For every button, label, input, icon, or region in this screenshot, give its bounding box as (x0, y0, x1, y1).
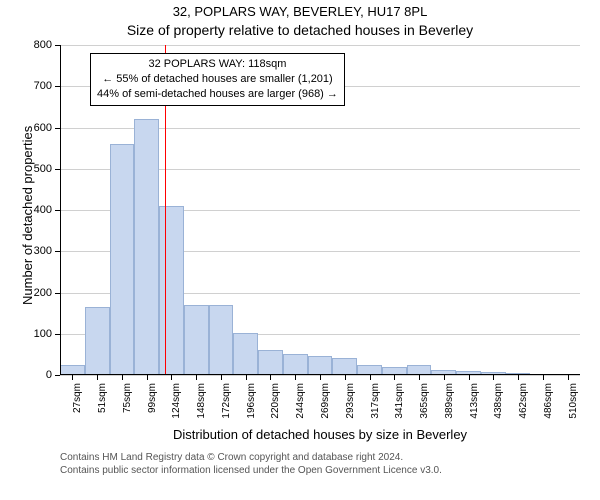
x-tick-mark (270, 375, 271, 380)
y-tick-mark (55, 128, 60, 129)
x-tick-label: 124sqm (171, 383, 182, 443)
x-tick-label: 269sqm (320, 383, 331, 443)
x-tick-label: 220sqm (270, 383, 281, 443)
y-tick-label: 300 (22, 245, 52, 257)
x-tick-label: 510sqm (568, 383, 579, 443)
y-tick-mark (55, 251, 60, 252)
x-tick-label: 486sqm (543, 383, 554, 443)
x-tick-mark (419, 375, 420, 380)
x-tick-mark (122, 375, 123, 380)
histogram-bar (184, 305, 209, 375)
y-tick-label: 500 (22, 163, 52, 175)
histogram-bar (159, 206, 184, 375)
x-tick-label: 389sqm (444, 383, 455, 443)
x-tick-label: 438sqm (493, 383, 504, 443)
x-tick-mark (518, 375, 519, 380)
axis-line (60, 45, 61, 375)
y-tick-mark (55, 375, 60, 376)
chart-container: 32, POPLARS WAY, BEVERLEY, HU17 8PL Size… (0, 0, 600, 500)
x-tick-mark (394, 375, 395, 380)
y-tick-mark (55, 45, 60, 46)
histogram-bar (308, 356, 333, 375)
attribution: Contains HM Land Registry data © Crown c… (60, 451, 442, 477)
x-tick-mark (320, 375, 321, 380)
y-tick-label: 600 (22, 122, 52, 134)
x-tick-label: 365sqm (419, 383, 430, 443)
x-tick-mark (196, 375, 197, 380)
y-tick-mark (55, 293, 60, 294)
histogram-bar (209, 305, 234, 375)
x-tick-label: 148sqm (196, 383, 207, 443)
x-tick-label: 51sqm (97, 383, 108, 443)
x-tick-mark (469, 375, 470, 380)
y-tick-label: 700 (22, 80, 52, 92)
y-tick-label: 0 (22, 369, 52, 381)
x-tick-mark (444, 375, 445, 380)
x-tick-mark (543, 375, 544, 380)
attribution-line-2: Contains public sector information licen… (60, 464, 442, 477)
grid-line (60, 45, 580, 46)
y-tick-mark (55, 86, 60, 87)
x-tick-label: 317sqm (370, 383, 381, 443)
y-tick-label: 800 (22, 39, 52, 51)
y-tick-label: 200 (22, 287, 52, 299)
callout-line-1: 32 POPLARS WAY: 118sqm (97, 57, 338, 72)
attribution-line-1: Contains HM Land Registry data © Crown c… (60, 451, 442, 464)
histogram-bar (283, 354, 308, 375)
histogram-bar (258, 350, 283, 375)
x-tick-label: 413sqm (469, 383, 480, 443)
x-tick-label: 196sqm (246, 383, 257, 443)
y-tick-label: 100 (22, 328, 52, 340)
x-tick-mark (97, 375, 98, 380)
x-tick-label: 293sqm (345, 383, 356, 443)
histogram-bar (85, 307, 110, 375)
x-tick-mark (221, 375, 222, 380)
histogram-bar (233, 333, 258, 375)
x-tick-label: 75sqm (122, 383, 133, 443)
x-tick-mark (72, 375, 73, 380)
y-tick-mark (55, 334, 60, 335)
x-tick-mark (493, 375, 494, 380)
chart-subtitle: Size of property relative to detached ho… (0, 22, 600, 38)
callout-box: 32 POPLARS WAY: 118sqm ← 55% of detached… (90, 53, 345, 106)
callout-line-2: ← 55% of detached houses are smaller (1,… (97, 72, 338, 87)
x-tick-mark (295, 375, 296, 380)
x-tick-label: 172sqm (221, 383, 232, 443)
x-tick-label: 99sqm (147, 383, 158, 443)
histogram-bar (332, 358, 357, 375)
x-tick-mark (246, 375, 247, 380)
x-tick-label: 341sqm (394, 383, 405, 443)
y-tick-mark (55, 210, 60, 211)
callout-line-3: 44% of semi-detached houses are larger (… (97, 87, 338, 102)
y-tick-mark (55, 169, 60, 170)
x-tick-mark (370, 375, 371, 380)
x-tick-mark (171, 375, 172, 380)
histogram-bar (110, 144, 135, 375)
x-tick-mark (568, 375, 569, 380)
histogram-bar (134, 119, 159, 375)
x-tick-mark (345, 375, 346, 380)
address-line: 32, POPLARS WAY, BEVERLEY, HU17 8PL (0, 4, 600, 19)
x-tick-label: 244sqm (295, 383, 306, 443)
x-tick-mark (147, 375, 148, 380)
x-tick-label: 27sqm (72, 383, 83, 443)
y-tick-label: 400 (22, 204, 52, 216)
x-tick-label: 462sqm (518, 383, 529, 443)
